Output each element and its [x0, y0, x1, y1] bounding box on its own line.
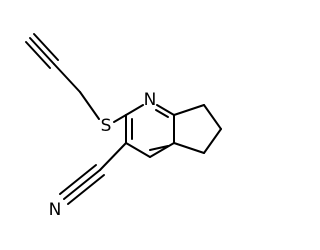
bond: [173, 142, 205, 154]
bond: [203, 128, 222, 154]
bond-double: [149, 145, 169, 151]
bond: [125, 142, 151, 158]
bond-triple: [59, 164, 97, 195]
bond: [156, 104, 175, 116]
bond-triple: [33, 33, 59, 61]
bond-double: [155, 109, 169, 118]
bonds: [25, 33, 222, 205]
bond-triple: [67, 174, 105, 205]
atom-label: S: [101, 116, 112, 136]
bond: [173, 104, 205, 116]
bond-triple: [29, 37, 55, 65]
bond: [125, 104, 144, 116]
bond: [79, 91, 100, 120]
atom-label: N: [49, 200, 62, 220]
bond: [149, 142, 175, 158]
bond: [113, 114, 127, 123]
bond: [53, 63, 81, 93]
bond: [203, 104, 222, 130]
bond: [99, 142, 127, 171]
bond-triple: [25, 41, 51, 69]
atom-label: N: [144, 90, 157, 110]
molecule-diagram: N S N: [25, 33, 222, 220]
bond-triple: [63, 169, 101, 200]
